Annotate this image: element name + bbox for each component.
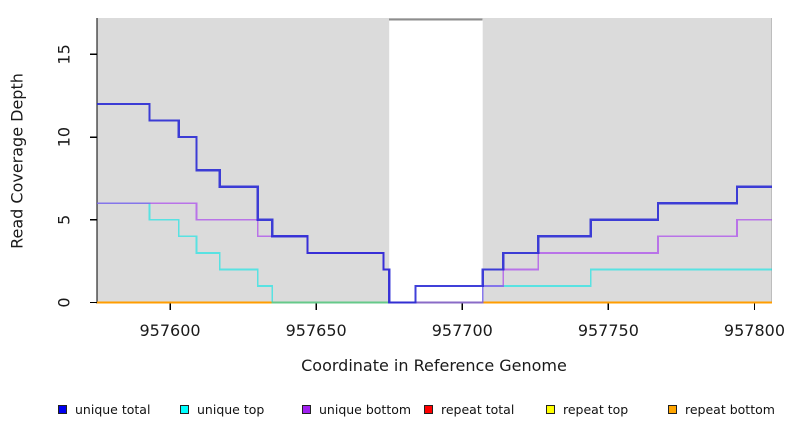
- legend-swatch-repeat-top: [546, 404, 555, 414]
- legend-swatch-repeat-bottom: [668, 404, 677, 414]
- x-tick-label: 957600: [140, 321, 201, 340]
- legend-swatch-unique-top: [180, 404, 189, 414]
- x-axis-label: Coordinate in Reference Genome: [301, 356, 567, 375]
- y-tick-label: 0: [55, 297, 74, 307]
- legend-label-repeat-top: repeat top: [563, 401, 629, 417]
- legend-label-unique-bottom: unique bottom: [319, 401, 412, 417]
- legend-label-repeat-bottom: repeat bottom: [685, 401, 775, 417]
- legend-item-repeat-bottom: repeat bottom: [668, 399, 775, 419]
- repeat-region-band: [389, 19, 483, 303]
- legend-label-unique-total: unique total: [75, 401, 151, 417]
- series-unique-total: [97, 102, 772, 304]
- legend-item-unique-total: unique total: [58, 399, 150, 419]
- legend-item-repeat-top: repeat top: [546, 399, 628, 419]
- legend-swatch-repeat-total: [424, 404, 433, 414]
- series-unique-bottom: [97, 202, 772, 304]
- legend-label-unique-top: unique top: [197, 401, 265, 417]
- y-tick-label: 15: [55, 44, 74, 64]
- legend-item-unique-top: unique top: [180, 399, 264, 419]
- x-tick-label: 957650: [286, 321, 347, 340]
- x-tick-label: 957800: [724, 321, 785, 340]
- x-tick-label: 957700: [432, 321, 493, 340]
- legend-label-repeat-total: repeat total: [441, 401, 515, 417]
- y-tick-label: 10: [55, 127, 74, 147]
- legend: unique total unique top unique bottom repea…: [0, 399, 792, 421]
- legend-item-unique-bottom: unique bottom: [302, 399, 411, 419]
- y-axis-label: Read Coverage Depth: [7, 73, 27, 249]
- x-tick-label: 957750: [578, 321, 639, 340]
- legend-swatch-unique-total: [58, 404, 67, 414]
- legend-swatch-unique-bottom: [302, 404, 311, 414]
- y-tick-label: 5: [55, 215, 74, 225]
- legend-item-repeat-total: repeat total: [424, 399, 514, 419]
